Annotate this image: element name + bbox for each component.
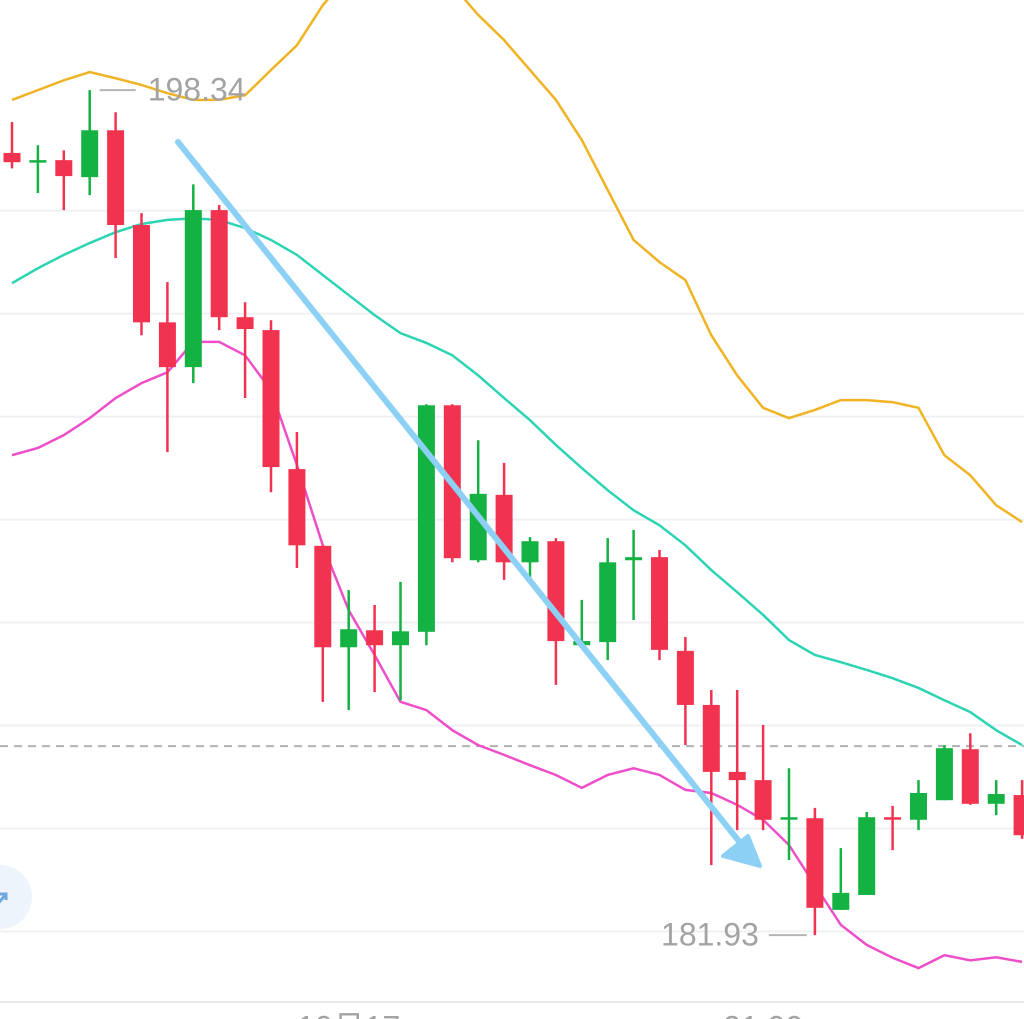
band-line xyxy=(11,217,1023,747)
candle-body xyxy=(806,818,824,908)
candle-body xyxy=(262,330,280,468)
candle-body xyxy=(236,317,254,330)
candle-body xyxy=(625,557,643,561)
candle-body xyxy=(599,562,617,643)
candle-body xyxy=(754,780,772,820)
grid-layer xyxy=(0,209,1024,933)
band-line xyxy=(11,0,1023,524)
candle-body xyxy=(987,794,1005,804)
trend-arrow-head xyxy=(721,834,762,868)
candle-body xyxy=(1013,795,1024,836)
candle-body xyxy=(780,817,798,820)
candle-body xyxy=(547,541,565,642)
candle-body xyxy=(521,541,539,563)
candle-body xyxy=(935,748,953,801)
candle-body xyxy=(81,130,99,178)
mark-layer xyxy=(3,0,1024,970)
x-tick-label: 10月17 xyxy=(297,1009,400,1019)
candle-body xyxy=(858,817,876,895)
trend-arrow-shaft xyxy=(175,139,745,848)
candle-body xyxy=(961,749,979,804)
candle-body xyxy=(29,160,47,163)
side-button[interactable] xyxy=(0,865,32,929)
candle-body xyxy=(702,704,720,772)
candle-body xyxy=(651,557,668,650)
candle-body xyxy=(910,792,927,820)
high-label: 198.34 xyxy=(148,72,246,108)
candle-body xyxy=(55,160,73,177)
candle-body xyxy=(340,629,358,648)
candle-body xyxy=(392,631,409,646)
low-label: 181.93 xyxy=(661,917,759,953)
candle-body xyxy=(133,225,150,323)
candle-body xyxy=(158,322,176,368)
candle-body xyxy=(3,152,21,163)
candle-body xyxy=(288,469,306,546)
candle-body xyxy=(417,405,435,632)
side-button-icon xyxy=(0,892,8,904)
candle-body xyxy=(210,210,228,318)
band-line xyxy=(11,340,1023,970)
candle-body xyxy=(728,771,746,781)
candle-body xyxy=(184,210,202,368)
candle-body xyxy=(884,817,902,820)
candle-body xyxy=(676,650,694,705)
candle-body xyxy=(366,630,384,646)
x-tick-label: 21:00 xyxy=(723,1009,803,1019)
candle-body xyxy=(832,892,850,910)
candle-body xyxy=(107,130,125,226)
candle-body xyxy=(314,545,332,648)
